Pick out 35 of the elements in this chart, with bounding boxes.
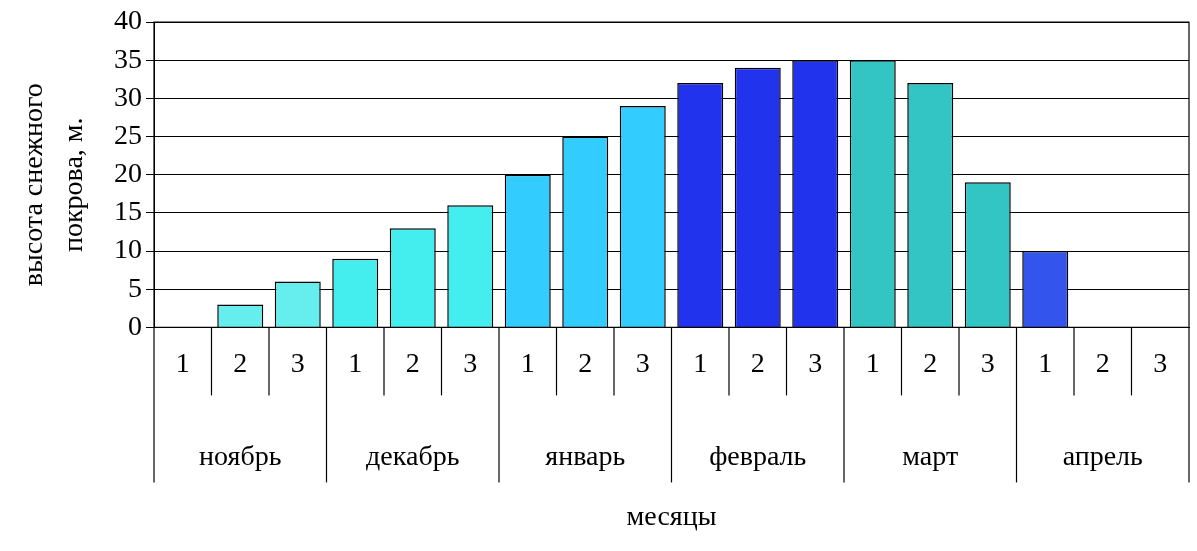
x-tick-label: 1 [175,346,190,378]
text: февраль [709,439,807,471]
y-axis-title: высота снежного покрова, м. [17,83,89,287]
x-tick-label: 2 [750,346,765,378]
text: декабрь [366,439,460,471]
y-tick-label: 0 [128,309,142,341]
x-tick-label: 2 [233,346,248,378]
text: ноябрь [199,439,282,471]
x-tick-label: 2 [405,346,420,378]
y-tick-label: 20 [114,157,142,189]
x-tick-label: 3 [635,346,650,378]
y-tick-label: 35 [114,42,142,74]
text: январь [545,439,626,471]
x-tick-label: 1 [693,346,708,378]
x-tick-label: 3 [980,346,995,378]
x-tick-label: 1 [348,346,363,378]
x-tick-label: 3 [1153,346,1168,378]
text: март [902,439,959,471]
x-axis-title: месяцы [626,499,717,531]
y-tick-label: 15 [114,195,142,227]
y-tick-label: 25 [114,118,142,150]
x-tick-label: 3 [808,346,823,378]
x-tick-label: 3 [290,346,305,378]
y-tick-label: 5 [128,271,142,303]
x-tick-label: 1 [1038,346,1053,378]
x-tick-label: 1 [865,346,880,378]
x-tick-label: 1 [520,346,535,378]
y-tick-label: 40 [114,4,142,36]
x-tick-label: 2 [1095,346,1110,378]
x-tick-label: 2 [578,346,593,378]
y-tick-label: 30 [114,80,142,112]
text: апрель [1062,439,1143,471]
x-tick-label: 3 [463,346,478,378]
y-tick-label: 10 [114,233,142,265]
x-tick-label: 2 [923,346,938,378]
